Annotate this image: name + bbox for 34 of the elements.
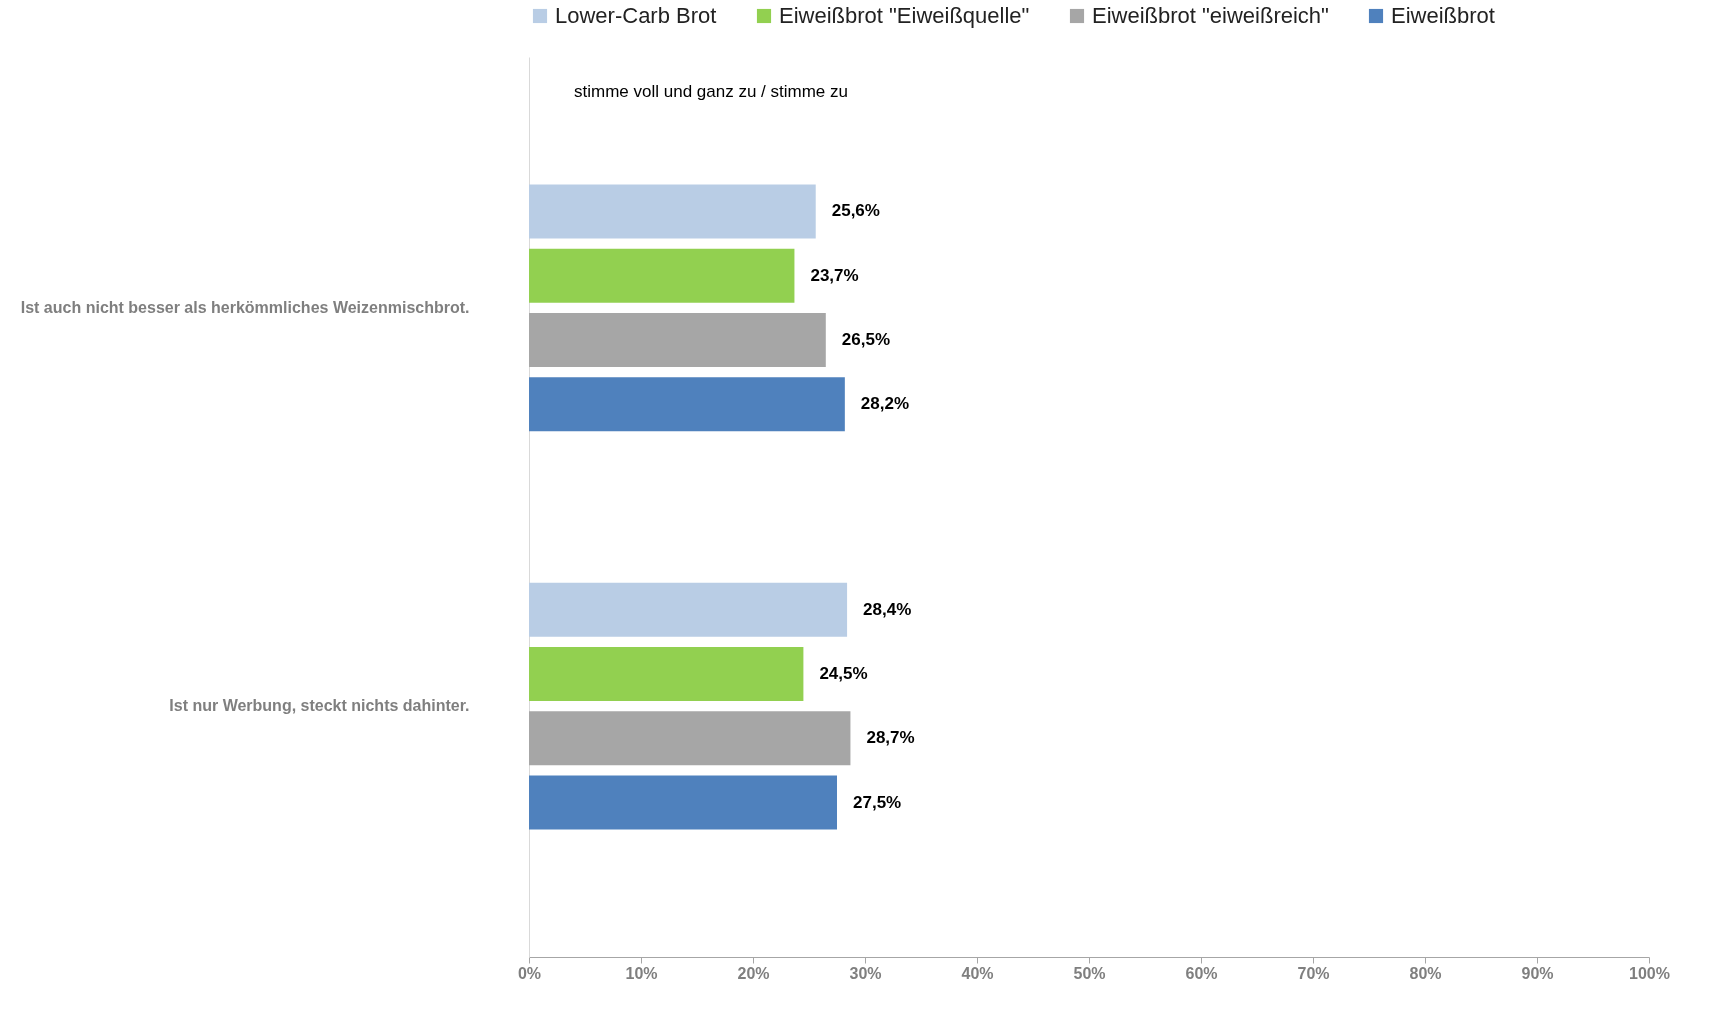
annotation: stimme voll und ganz zu / stimme zu	[574, 82, 848, 101]
y-tick-label: Ist auch nicht besser als herkömmliches Weizenmischbrot.	[20, 298, 470, 316]
x-tick-label: 100%	[1629, 964, 1670, 982]
data-label: 28,4%	[863, 599, 912, 619]
legend-label: Eiweißbrot	[1391, 3, 1495, 28]
legend-label: Lower-Carb Brot	[555, 3, 717, 28]
bar	[529, 184, 816, 239]
x-tick-label: 30%	[849, 964, 882, 982]
data-label: 26,5%	[841, 330, 890, 350]
bar	[529, 646, 804, 701]
bar	[529, 313, 826, 368]
x-tick-label: 20%	[737, 964, 770, 982]
y-tick-label: Ist nur Werbung, steckt nichts dahinter.	[169, 697, 470, 715]
data-label: 28,7%	[866, 728, 915, 748]
x-tick-label: 90%	[1521, 964, 1554, 982]
bar	[529, 711, 851, 766]
x-tick-label: 10%	[625, 964, 658, 982]
x-tick-label: 0%	[517, 964, 542, 982]
bar	[529, 377, 845, 432]
x-tick-label: 50%	[1073, 964, 1106, 982]
legend-label: Eiweißbrot "eiweißreich"	[1092, 3, 1329, 28]
legend-label: Eiweißbrot "Eiweißquelle"	[779, 3, 1030, 28]
data-label: 27,5%	[853, 792, 902, 812]
x-tick-label: 80%	[1409, 964, 1442, 982]
data-label: 24,5%	[819, 663, 868, 683]
data-label: 23,7%	[810, 265, 859, 285]
x-tick-label: 40%	[961, 964, 994, 982]
bar	[529, 248, 795, 303]
data-label: 25,6%	[831, 201, 880, 221]
bar	[529, 582, 848, 637]
x-tick-label: 60%	[1185, 964, 1218, 982]
x-tick-label: 70%	[1297, 964, 1330, 982]
data-label: 28,2%	[860, 394, 910, 414]
bar	[529, 775, 837, 830]
